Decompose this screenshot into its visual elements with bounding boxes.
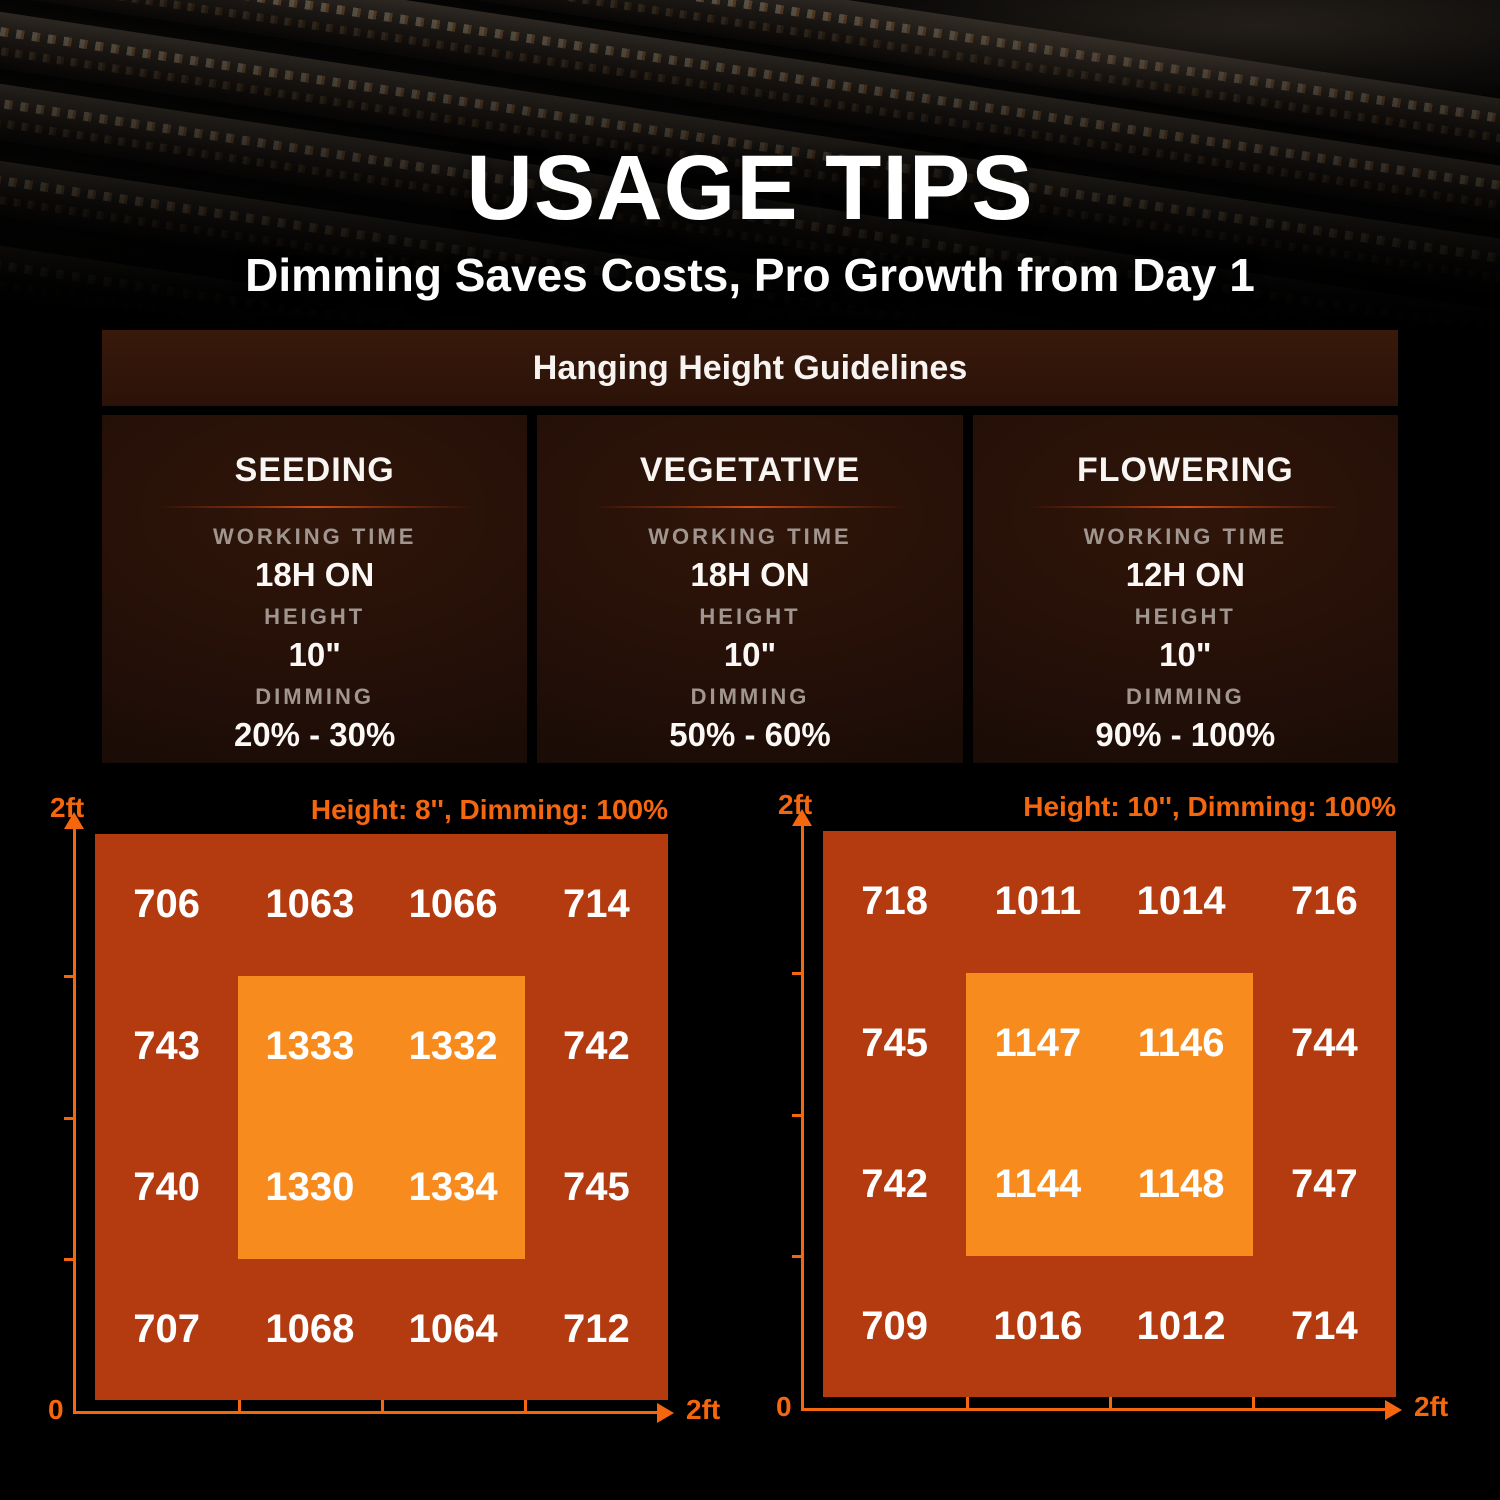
ppfd-value: 745 [861, 1020, 928, 1065]
stage-divider [592, 506, 908, 508]
working-time-value: 18H ON [690, 556, 810, 593]
stage-columns: SEEDING WORKING TIME 18H ON HEIGHT 10" D… [102, 415, 1398, 763]
y-axis-tick [64, 1117, 74, 1120]
chart-title: Height: 10'', Dimming: 100% [1023, 791, 1396, 822]
ppfd-value: 1068 [265, 1306, 355, 1351]
y-axis-tick [792, 1114, 802, 1117]
page-subtitle: Dimming Saves Costs, Pro Growth from Day… [245, 249, 1255, 301]
height-label: HEIGHT [264, 604, 366, 629]
ppfd-value: 740 [133, 1165, 200, 1210]
height-value: 10" [288, 636, 341, 673]
ppfd-value: 1066 [408, 882, 498, 927]
working-time-label: WORKING TIME [212, 524, 417, 549]
height-value: 10" [723, 636, 777, 673]
y-axis-tick [64, 975, 74, 978]
ppfd-value: 1064 [408, 1306, 498, 1351]
y-axis-tick [792, 1255, 802, 1258]
ppfd-value: 1147 [994, 1020, 1082, 1065]
x-axis-tick [238, 1400, 241, 1411]
x-axis-tick [966, 1397, 969, 1408]
hanging-height-guidelines-panel: Hanging Height Guidelines SEEDING WORKIN… [102, 330, 1398, 763]
ppfd-value: 1063 [265, 882, 355, 927]
ppfd-value: 709 [861, 1303, 928, 1348]
stage-flowering: FLOWERING WORKING TIME 12H ON HEIGHT 10"… [972, 415, 1398, 763]
hero-shade-overlay [0, 0, 1500, 332]
hero-photo-led-bars [0, 0, 1500, 332]
stage-title: SEEDING [234, 451, 395, 489]
x-axis-tick [381, 1400, 384, 1411]
ppfd-map-height-10in: Height: 10'', Dimming: 100% 2ft 718 1011 1… [768, 787, 1500, 1439]
working-time-label: WORKING TIME [1083, 524, 1288, 549]
ppfd-value: 1333 [265, 1023, 355, 1068]
ppfd-value: 706 [133, 882, 200, 927]
guidelines-header: Hanging Height Guidelines [102, 330, 1398, 406]
ppfd-value: 742 [861, 1162, 928, 1207]
ppfd-value: 747 [1291, 1162, 1358, 1207]
ppfd-value: 1330 [265, 1165, 355, 1210]
ppfd-value: 716 [1291, 879, 1358, 924]
dimming-value: 50% - 60% [669, 716, 831, 753]
ppfd-value: 1011 [994, 879, 1082, 924]
x-axis [801, 1397, 1402, 1420]
x-axis-tick [524, 1400, 527, 1411]
ppfd-value: 1332 [408, 1023, 498, 1068]
ppfd-value: 743 [133, 1023, 200, 1068]
x-axis-tick [1252, 1397, 1255, 1408]
ppfd-value: 1016 [993, 1303, 1083, 1348]
ppfd-value: 1146 [1137, 1020, 1225, 1065]
ppfd-value: 1012 [1136, 1303, 1226, 1348]
ppfd-value: 718 [861, 879, 928, 924]
x-axis-max-label: 2ft [1414, 1391, 1449, 1422]
ppfd-map-height-8in: Height: 8'', Dimming: 100% 2ft 706 1063 10… [40, 790, 780, 1442]
stage-seeding: SEEDING WORKING TIME 18H ON HEIGHT 10" D… [102, 415, 528, 763]
working-time-value: 12H ON [1125, 556, 1245, 593]
y-axis-tick [64, 1258, 74, 1261]
ppfd-value-grid: 706 1063 1066 714 743 1333 1332 742 740 1330 1334 7… [95, 834, 668, 1400]
stage-divider [1027, 506, 1343, 508]
ppfd-value: 744 [1291, 1020, 1358, 1065]
y-axis [64, 812, 84, 1414]
stage-divider [157, 506, 473, 508]
working-time-label: WORKING TIME [648, 524, 852, 549]
ppfd-value: 1144 [994, 1162, 1082, 1207]
ppfd-value: 745 [563, 1165, 630, 1210]
x-axis-max-label: 2ft [686, 1394, 721, 1425]
dimming-value: 90% - 100% [1095, 716, 1276, 753]
x-axis-tick [1109, 1397, 1112, 1408]
dimming-label: DIMMING [690, 684, 810, 709]
height-value: 10" [1159, 636, 1212, 673]
y-axis-tick [792, 972, 802, 975]
ppfd-value: 1148 [1137, 1162, 1225, 1207]
dimming-label: DIMMING [1125, 684, 1245, 709]
dimming-value: 20% - 30% [233, 716, 396, 753]
ppfd-value-grid: 718 1011 1014 716 745 1147 1146 744 742 1144 1148 7… [823, 831, 1396, 1397]
origin-label: 0 [776, 1391, 792, 1422]
ppfd-value: 714 [1291, 1303, 1358, 1348]
stage-title: FLOWERING [1076, 451, 1294, 489]
height-label: HEIGHT [699, 604, 801, 629]
x-axis [73, 1400, 674, 1423]
ppfd-value: 742 [563, 1023, 630, 1068]
ppfd-value: 707 [133, 1306, 200, 1351]
origin-label: 0 [48, 1394, 64, 1425]
ppfd-value: 712 [563, 1306, 630, 1351]
working-time-value: 18H ON [255, 556, 375, 593]
ppfd-plot-area: 718 1011 1014 716 745 1147 1146 744 742 1144 1148 7… [823, 831, 1396, 1397]
dimming-label: DIMMING [255, 684, 375, 709]
ppfd-value: 1334 [408, 1165, 498, 1210]
height-label: HEIGHT [1134, 604, 1236, 629]
highlight-zone [966, 972, 1253, 1256]
highlight-zone [238, 975, 525, 1259]
chart-title: Height: 8'', Dimming: 100% [310, 794, 668, 825]
stage-vegetative: VEGETATIVE WORKING TIME 18H ON HEIGHT 10… [537, 415, 963, 763]
page-title: USAGE TIPS [466, 137, 1034, 239]
ppfd-value: 1014 [1136, 879, 1226, 924]
ppfd-plot-area: 706 1063 1066 714 743 1333 1332 742 740 1330 1334 7… [95, 834, 668, 1400]
stage-title: VEGETATIVE [639, 451, 861, 489]
ppfd-value: 714 [563, 882, 630, 927]
y-axis [792, 809, 812, 1411]
